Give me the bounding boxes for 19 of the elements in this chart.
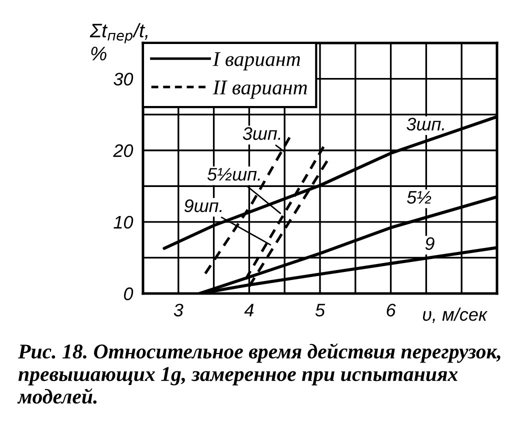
text: Σt$_{пер}$/t, % — [90, 23, 148, 60]
annotation: 3шп. — [242, 127, 280, 140]
y-tick-label: 10 — [114, 216, 134, 229]
x-axis-title: υ, м/сек — [422, 308, 488, 324]
y-tick-label: 30 — [114, 72, 134, 86]
annotation: 9 — [425, 237, 434, 250]
x-tick-label: 4 — [244, 304, 254, 316]
x-tick-label: 3 — [174, 304, 184, 316]
annotation: 5½ — [406, 191, 432, 204]
legend-label: I вариант — [212, 52, 300, 70]
text: Рис. 18. Относительное время действия перегрузок, превышающих 1g, замеренное при испытаниях моделей. — [17, 343, 500, 404]
annotation: 5½шп. — [207, 168, 260, 181]
annotation: 9шп. — [184, 199, 222, 212]
y-tick-label: 0 — [124, 287, 134, 300]
annotation: 3шп. — [406, 118, 444, 131]
x-tick-label: 5 — [315, 304, 326, 316]
x-tick-label: 6 — [386, 304, 396, 316]
y-tick-label: 20 — [113, 144, 134, 158]
legend-label: II вариант — [212, 80, 307, 99]
